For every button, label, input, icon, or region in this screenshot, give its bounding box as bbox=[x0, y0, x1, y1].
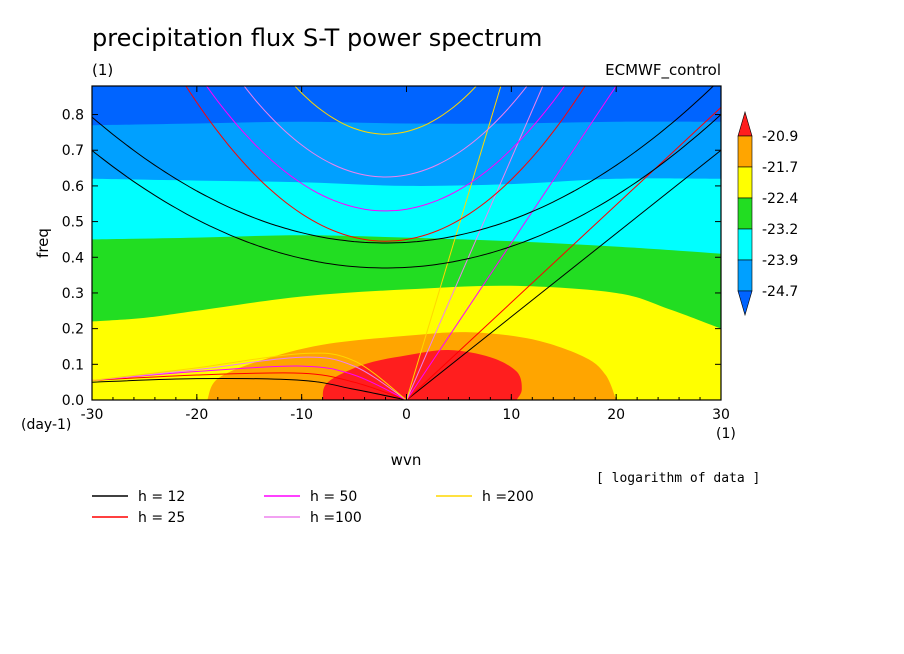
kelvin-line-h12 bbox=[406, 149, 721, 400]
chart-title: precipitation flux S-T power spectrum bbox=[92, 24, 542, 52]
x-axis-label: wvn bbox=[391, 451, 422, 469]
x-tick-label: 10 bbox=[502, 407, 520, 423]
kelvin-line-h200 bbox=[406, 86, 502, 400]
legend: h = 12 h = 25 h = 50 h =100 h =200 bbox=[92, 489, 534, 526]
colorbar-level-label: -23.2 bbox=[762, 222, 798, 238]
y-tick-label: 0.7 bbox=[62, 143, 84, 159]
y-tick-label: 0.0 bbox=[62, 393, 84, 409]
x-tick-label: -10 bbox=[290, 407, 313, 423]
colorbar-level-label: -22.4 bbox=[762, 191, 798, 207]
colorbar-segment bbox=[737, 135, 753, 168]
y-tick-label: 0.2 bbox=[62, 322, 84, 338]
parabola-h25-2 bbox=[185, 86, 586, 242]
x-tick-label: -30 bbox=[81, 407, 104, 423]
colorbar-arrow-top bbox=[737, 110, 753, 137]
westward-arc-h12 bbox=[92, 378, 407, 400]
y-tick-label: 0.1 bbox=[62, 357, 84, 373]
legend-label: h =200 bbox=[482, 489, 534, 505]
parabola-h12-0 bbox=[92, 114, 721, 269]
colorbar-level-label: -23.9 bbox=[762, 253, 798, 269]
y-tick-label: 0.5 bbox=[62, 215, 84, 231]
parabola-h200-5 bbox=[294, 86, 477, 135]
y-tick-label: 0.6 bbox=[62, 179, 84, 195]
colorbar-level-label: -21.7 bbox=[762, 160, 798, 176]
westward-arc-h100 bbox=[92, 356, 407, 400]
colorbar-segment bbox=[737, 166, 753, 199]
colorbar-arrow-bottom bbox=[737, 290, 753, 317]
x-unit-label: (1) bbox=[716, 426, 736, 442]
colorbar-level-label: -24.7 bbox=[762, 284, 798, 300]
y-unit-label: (day-1) bbox=[21, 417, 71, 433]
x-tick-label: 30 bbox=[712, 407, 730, 423]
y-axis-label: freq bbox=[34, 228, 52, 258]
colorbar: -20.9 -21.7 -22.4 -23.2 -23.9 -24.7 bbox=[737, 110, 798, 317]
subtitle-left: (1) bbox=[92, 61, 113, 79]
parabola-h12-1 bbox=[92, 86, 715, 244]
colorbar-segment bbox=[737, 228, 753, 261]
colorbar-level-label: -20.9 bbox=[762, 129, 798, 145]
kelvin-line-h50 bbox=[406, 86, 617, 400]
log-note: [ logarithm of data ] bbox=[596, 471, 760, 486]
y-tick-label: 0.3 bbox=[62, 286, 84, 302]
westward-arc-h200 bbox=[92, 352, 407, 400]
westward-arc-h25 bbox=[92, 372, 407, 400]
y-tick-label: 0.4 bbox=[62, 250, 84, 266]
legend-label: h = 12 bbox=[138, 489, 185, 505]
kelvin-line-h100 bbox=[406, 86, 544, 400]
parabola-h100-4 bbox=[243, 86, 528, 178]
colorbar-segment bbox=[737, 197, 753, 230]
x-tick-label: 20 bbox=[607, 407, 625, 423]
x-tick-label: 0 bbox=[402, 407, 411, 423]
legend-label: h = 25 bbox=[138, 510, 185, 526]
y-tick-label: 0.8 bbox=[62, 108, 84, 124]
parabola-h50-3 bbox=[205, 86, 566, 212]
subtitle-right: ECMWF_control bbox=[605, 61, 721, 80]
colorbar-segment bbox=[737, 259, 753, 292]
legend-label: h =100 bbox=[310, 510, 362, 526]
kelvin-line-h25 bbox=[406, 107, 721, 400]
westward-arc-h50 bbox=[92, 365, 407, 400]
legend-label: h = 50 bbox=[310, 489, 357, 505]
x-tick-label: -20 bbox=[185, 407, 208, 423]
